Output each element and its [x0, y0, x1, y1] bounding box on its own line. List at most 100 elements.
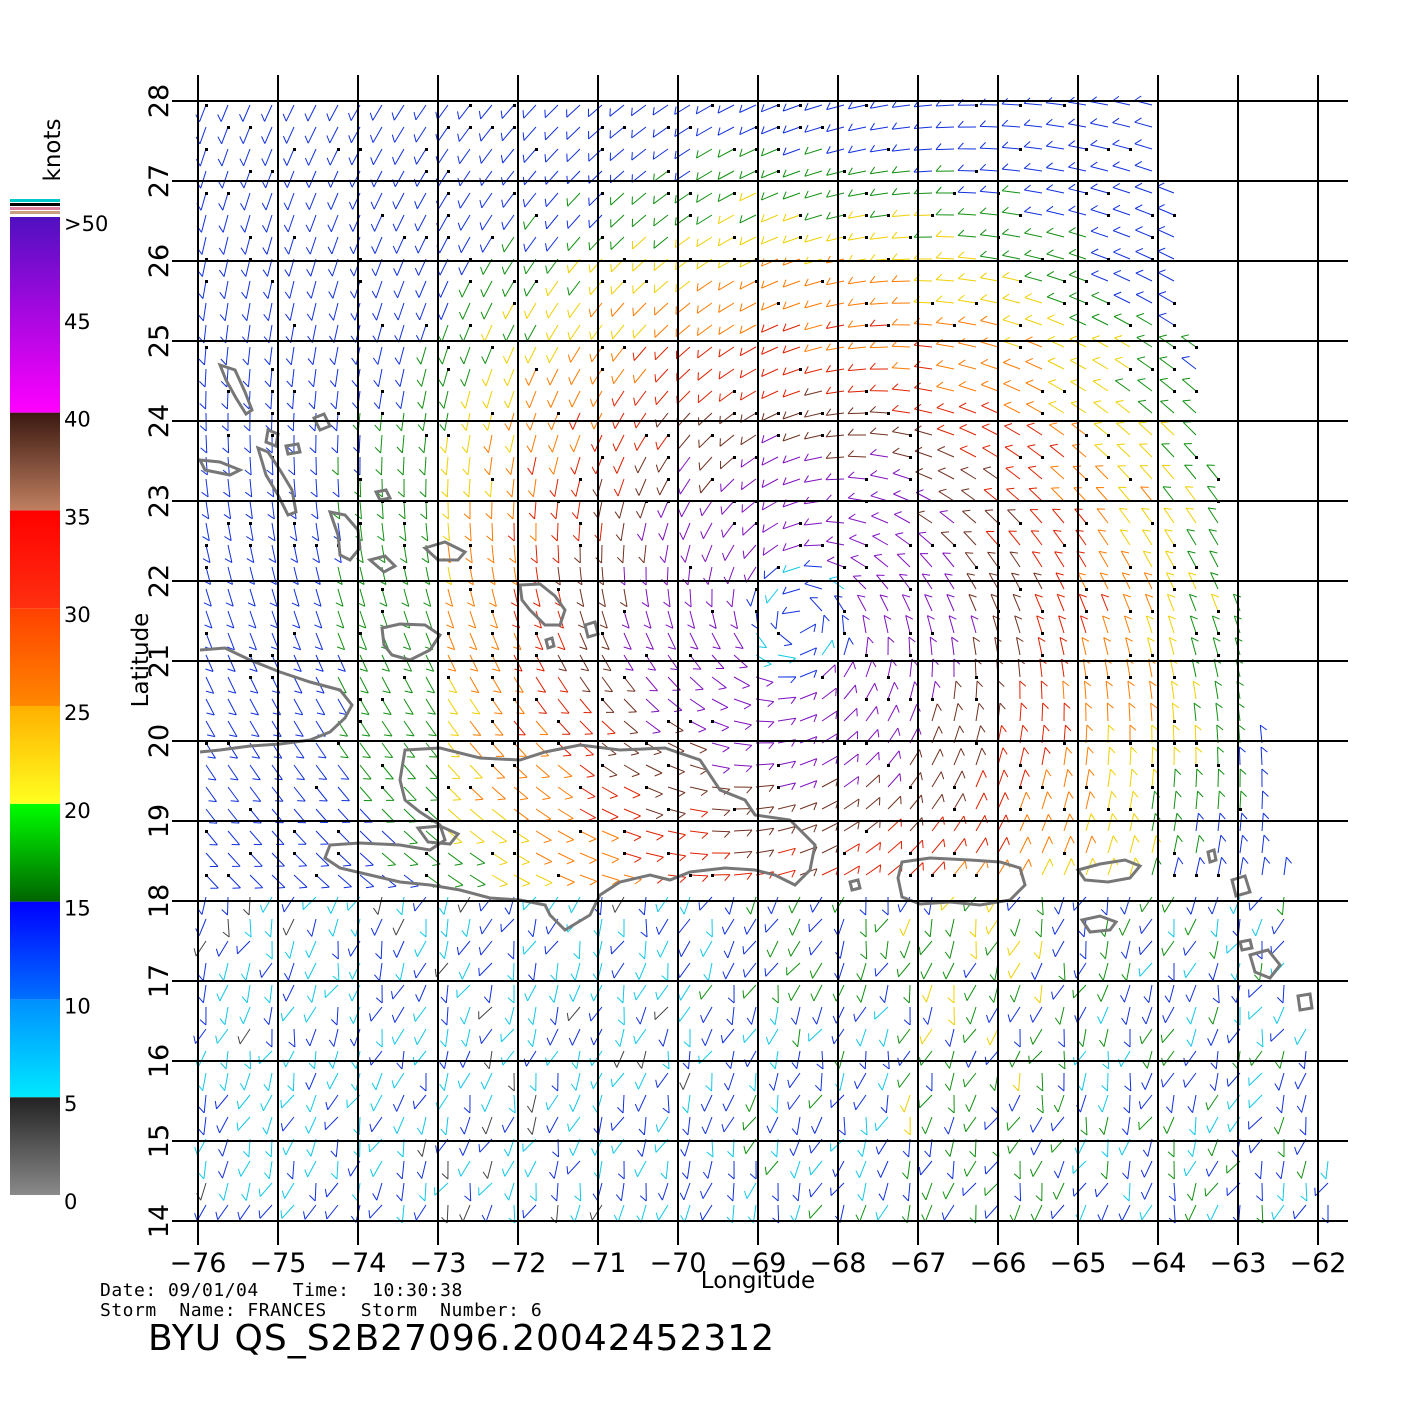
wind-barb — [227, 698, 237, 716]
wind-barb — [236, 1094, 251, 1110]
wind-barb — [768, 1072, 779, 1091]
wind-barb — [248, 610, 257, 629]
wind-barb — [635, 1006, 647, 1025]
coastline-samana — [373, 488, 393, 502]
rain-flag-marker — [1041, 258, 1044, 261]
wind-barb — [457, 104, 471, 120]
wind-barb — [853, 1006, 867, 1022]
coastline-mona — [848, 878, 862, 892]
wind-barb — [201, 478, 209, 498]
wind-barb — [1063, 858, 1075, 876]
rain-flag-marker — [535, 698, 538, 701]
wind-barb — [986, 1028, 999, 1046]
rain-flag-marker — [1151, 258, 1154, 261]
wind-barb — [1217, 790, 1226, 810]
wind-barb — [654, 324, 669, 338]
rain-flag-marker — [733, 148, 736, 151]
wind-barb — [280, 1094, 295, 1109]
wind-barb — [309, 456, 317, 476]
wind-barb — [358, 610, 367, 629]
wind-barb — [198, 1160, 207, 1180]
rain-flag-marker — [513, 830, 516, 833]
coastline-crooked — [366, 554, 398, 574]
wind-barb — [414, 236, 427, 254]
wind-barb — [1091, 291, 1109, 304]
rain-flag-marker — [711, 874, 714, 877]
wind-barb — [500, 126, 515, 142]
wind-barb — [588, 126, 603, 140]
wind-barb — [838, 1116, 846, 1136]
rain-flag-marker — [227, 874, 230, 877]
wind-barb — [396, 1182, 405, 1202]
wind-barb — [645, 698, 660, 713]
wind-barb — [679, 1182, 691, 1201]
rain-flag-marker — [887, 148, 890, 151]
wind-barb — [655, 1072, 669, 1088]
wind-barb — [535, 852, 553, 865]
wind-barb — [1046, 205, 1065, 216]
wind-barb — [847, 298, 867, 306]
wind-barb — [1091, 270, 1109, 282]
rain-flag-marker — [1129, 676, 1132, 679]
wind-barb — [325, 1204, 339, 1220]
legend-color-bar — [10, 217, 60, 1195]
wind-barb — [467, 588, 475, 607]
wind-barb — [1141, 1072, 1153, 1090]
rain-flag-marker — [1019, 214, 1022, 217]
wind-barb — [393, 1116, 405, 1134]
rain-flag-marker — [1019, 104, 1022, 107]
wind-barb — [903, 1006, 911, 1026]
wind-barb — [239, 1006, 251, 1025]
wind-barb — [568, 390, 581, 408]
wind-barb — [726, 588, 735, 608]
wind-barb — [733, 851, 753, 859]
wind-barb — [304, 126, 317, 144]
wind-barb — [821, 800, 839, 810]
wind-barb — [610, 236, 625, 250]
wind-barb — [919, 1028, 933, 1045]
wind-barb — [913, 252, 933, 260]
wind-barb — [962, 509, 977, 524]
wind-barb — [957, 207, 977, 216]
wind-barb — [697, 346, 713, 359]
wind-barb — [733, 720, 752, 731]
wind-barb — [1156, 182, 1175, 194]
wind-barb — [283, 214, 295, 233]
wind-barb — [770, 1094, 779, 1114]
wind-barb — [570, 478, 581, 497]
wind-barb — [544, 170, 559, 185]
coastline-caicos — [518, 582, 567, 627]
wind-barb — [491, 786, 506, 801]
wind-barb — [1046, 227, 1065, 238]
wind-barb — [782, 191, 801, 200]
wind-barb — [513, 874, 531, 887]
wind-barb — [1186, 529, 1197, 546]
wind-barb — [1161, 896, 1175, 913]
wind-barb — [394, 368, 405, 387]
rain-flag-marker — [1173, 390, 1176, 393]
rain-flag-marker — [1173, 214, 1176, 217]
wind-barb — [544, 126, 559, 141]
wind-barb — [377, 544, 386, 564]
wind-barb — [1160, 399, 1175, 414]
wind-barb — [891, 166, 911, 174]
wind-barb — [469, 720, 482, 736]
wind-barb — [831, 896, 845, 913]
wind-barb — [328, 1050, 339, 1069]
wind-barb — [777, 632, 793, 647]
wind-barb — [957, 273, 977, 282]
wind-barb — [530, 544, 538, 564]
wind-barb — [984, 1050, 999, 1066]
wind-barb — [1052, 508, 1065, 524]
wind-barb — [1118, 508, 1131, 524]
wind-barb — [280, 1006, 295, 1022]
wind-barb — [821, 755, 839, 766]
wind-barb — [722, 1094, 735, 1112]
wind-barb — [1019, 747, 1030, 766]
wind-barb — [425, 764, 439, 779]
wind-barb — [396, 434, 405, 454]
wind-barb — [739, 302, 757, 312]
wind-barb — [921, 1182, 933, 1201]
wind-barb — [588, 302, 603, 318]
wind-barb — [891, 404, 911, 414]
